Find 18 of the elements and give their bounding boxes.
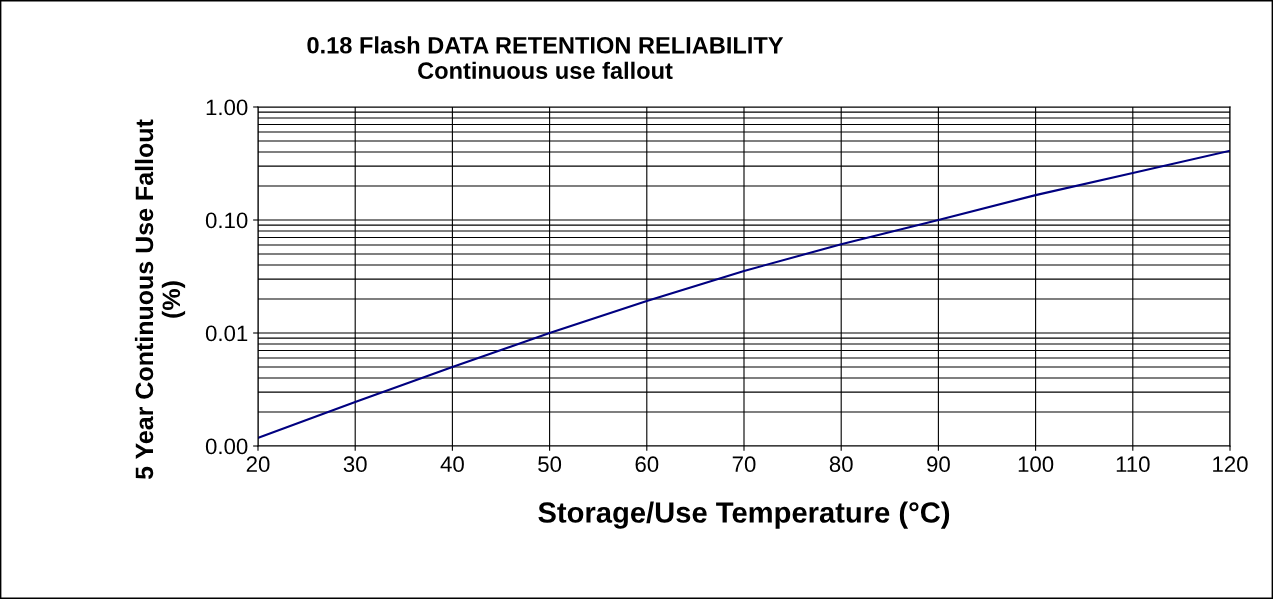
x-tick-label: 70 [732,456,756,473]
x-tick-label: 100 [1018,456,1054,473]
x-tick-label: 90 [927,456,950,473]
y-tick-label: 0.10 [205,212,248,229]
y-tick-label: 0.00 [205,438,248,455]
chart-title: 0.18 Flash DATA RETENTION RELIABILITY Continuous use fallout [307,36,784,80]
x-tick-label: 120 [1213,456,1248,473]
x-tick-label: 20 [246,456,270,473]
x-tick-label: 40 [440,456,464,473]
x-tick-label: 30 [343,456,367,473]
x-tick-label: 80 [829,456,853,473]
x-tick-label: 110 [1116,456,1150,473]
y-tick-label: 1.00 [206,99,248,116]
x-tick-label: 60 [635,456,659,473]
y-tick-label: 0.01 [205,325,248,342]
y-axis-title: 5 Year Continuous Use Fallout (%) [134,119,186,480]
x-tick-label: 50 [538,456,562,473]
x-axis-title: Storage/Use Temperature (°C) [538,501,950,529]
